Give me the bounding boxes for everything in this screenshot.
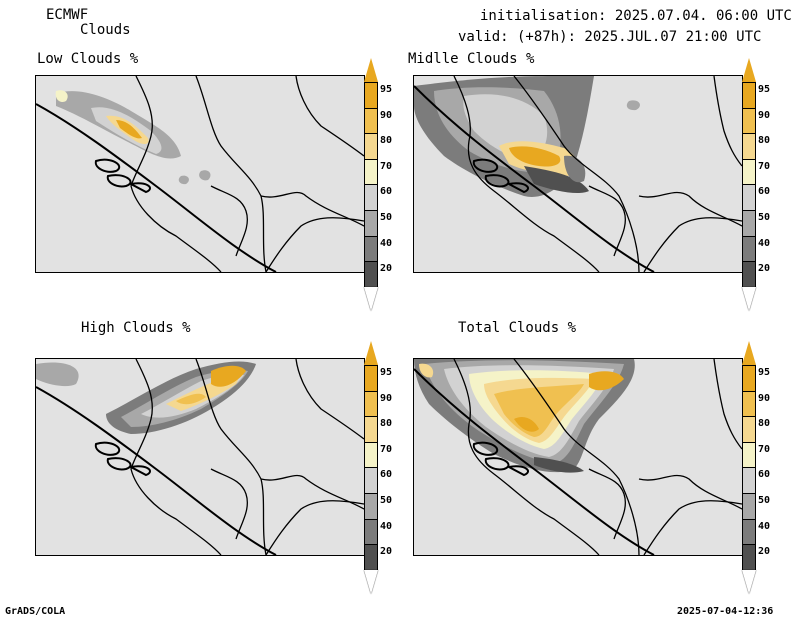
colorbar-level-label: 80 (380, 135, 393, 147)
colorbar-level-label: 60 (758, 186, 771, 198)
colorbar-bottom-arrow (364, 569, 378, 594)
colorbar-level-label: 90 (758, 109, 771, 121)
colorbar-top-arrow (364, 58, 378, 82)
colorbar-segment (742, 467, 756, 493)
field-name: Clouds (80, 22, 131, 38)
colorbar-level-label: 50 (380, 212, 393, 223)
colorbar-level-label: 95 (380, 84, 393, 95)
colorbar-level-label: 20 (380, 263, 393, 275)
colorbar-level-label: 70 (380, 443, 393, 455)
colorbar-segment (742, 210, 756, 236)
colorbar-segment (742, 261, 756, 287)
colorbar-level-label: 20 (380, 546, 393, 558)
colorbar-segment (742, 158, 756, 185)
colorbar-level-label: 70 (758, 443, 771, 455)
valid-time: valid: (+87h): 2025.JUL.07 21:00 UTC (458, 29, 762, 45)
colorbar-segment (742, 107, 756, 134)
panel-title-total: Total Clouds % (458, 320, 577, 336)
colorbar-segment (742, 133, 756, 159)
colorbar-segment (742, 82, 756, 108)
map-high-svg (36, 359, 364, 555)
cloud-field-high (36, 361, 256, 434)
colorbar-segment (742, 365, 756, 391)
colorbar-segment (364, 235, 378, 262)
map-low-svg (36, 76, 364, 272)
colorbar-level-label: 40 (380, 520, 393, 532)
colorbar-segment (364, 133, 378, 159)
colorbar-level-label: 90 (758, 392, 771, 404)
colorbar-segment (742, 518, 756, 545)
colorbar-bottom-arrow (742, 569, 756, 594)
model-name: ECMWF (46, 7, 89, 23)
colorbar-top-arrow (742, 341, 756, 365)
colorbar-level-label: 60 (380, 469, 393, 481)
colorbar-level-label: 90 (380, 109, 393, 121)
colorbar-level-label: 70 (758, 160, 771, 172)
colorbar-level-label: 20 (758, 546, 771, 558)
colorbar-segment (364, 107, 378, 134)
colorbar-segment (742, 441, 756, 468)
colorbar-level-label: 40 (380, 237, 393, 249)
colorbar-level-label: 50 (758, 495, 771, 506)
colorbar-top-arrow (364, 341, 378, 365)
colorbar-bottom-arrow (742, 286, 756, 311)
colorbar-bottom-arrow (364, 286, 378, 311)
cloud-field-total (414, 359, 635, 473)
colorbar-level-label: 80 (758, 135, 771, 147)
colorbar-segment (364, 261, 378, 287)
colorbar-level-label: 80 (380, 418, 393, 430)
colorbar-level-label: 80 (758, 418, 771, 430)
admin-borders-middle (453, 76, 742, 272)
map-total-clouds (413, 358, 743, 556)
colorbar-segment (742, 235, 756, 262)
colorbar-level-label: 95 (380, 367, 393, 378)
map-middle-clouds (413, 75, 743, 273)
colorbar-segment (364, 518, 378, 545)
colorbar-segment (364, 184, 378, 210)
map-high-clouds (35, 358, 365, 556)
cloud-field-middle (414, 76, 640, 197)
admin-borders-low (130, 76, 364, 272)
colorbar-level-label: 60 (758, 469, 771, 481)
colorbar-segment (742, 416, 756, 442)
colorbar-level-label: 70 (380, 160, 393, 172)
colorbar-segment (742, 184, 756, 210)
panel-title-middle: Midlle Clouds % (408, 51, 535, 67)
colorbar-level-label: 50 (758, 212, 771, 223)
colorbar-level-label: 40 (758, 237, 771, 249)
colorbar-segment (742, 544, 756, 570)
colorbar-level-label: 60 (380, 186, 393, 198)
panel-title-low: Low Clouds % (37, 51, 139, 67)
colorbar-segment (364, 82, 378, 108)
colorbar-level-label: 95 (758, 367, 771, 378)
colorbar-level-label: 20 (758, 263, 771, 275)
admin-borders-total (453, 359, 742, 555)
colorbar-segment (742, 493, 756, 519)
colorbar-segment (364, 390, 378, 417)
colorbar-level-label: 40 (758, 520, 771, 532)
colorbar-segment (364, 158, 378, 185)
panel-title-high: High Clouds % (81, 320, 191, 336)
map-middle-svg (414, 76, 742, 272)
colorbar-top-arrow (742, 58, 756, 82)
colorbar-segment (364, 365, 378, 391)
footer-software: GrADS/COLA (5, 606, 66, 617)
colorbar-level-label: 50 (380, 495, 393, 506)
map-total-svg (414, 359, 742, 555)
map-low-clouds (35, 75, 365, 273)
colorbar-level-label: 90 (380, 392, 393, 404)
colorbar-segment (742, 390, 756, 417)
colorbar-segment (364, 467, 378, 493)
init-time: initialisation: 2025.07.04. 06:00 UTC (480, 8, 792, 24)
colorbar-segment (364, 441, 378, 468)
colorbar-segment (364, 416, 378, 442)
colorbar-segment (364, 210, 378, 236)
colorbar-level-label: 95 (758, 84, 771, 95)
colorbar-segment (364, 493, 378, 519)
footer-timestamp: 2025-07-04-12:36 (677, 606, 774, 617)
colorbar-segment (364, 544, 378, 570)
admin-borders-high (130, 359, 364, 555)
